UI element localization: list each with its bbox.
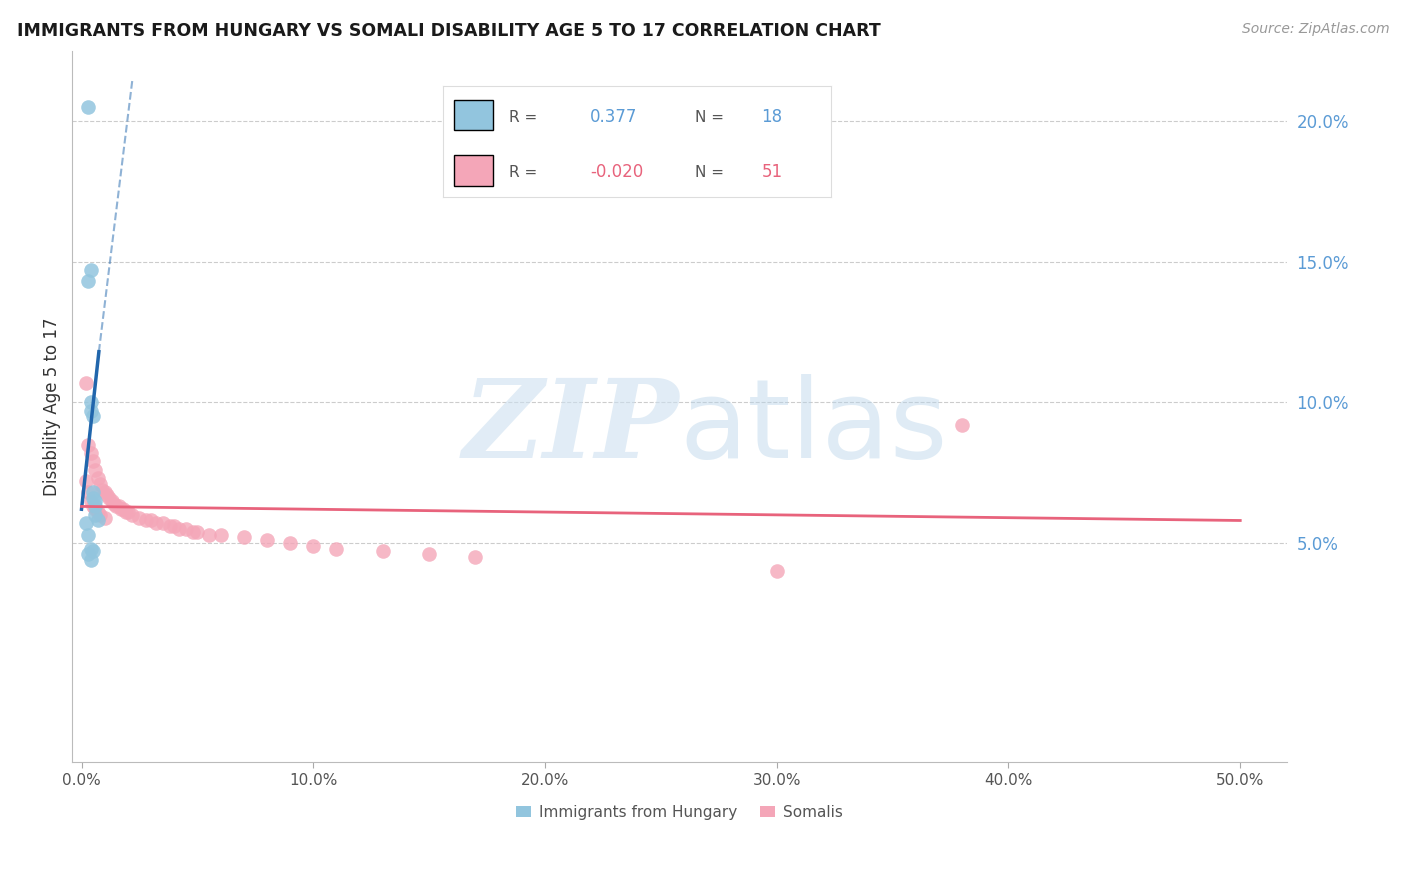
Legend: Immigrants from Hungary, Somalis: Immigrants from Hungary, Somalis — [510, 798, 849, 826]
Point — [84, 508, 107, 522]
Point — [77, 100, 100, 114]
Point — [75, 376, 97, 390]
Point — [80, 541, 103, 556]
Point — [84, 463, 107, 477]
Point — [418, 547, 440, 561]
Point — [256, 533, 278, 548]
Point — [82, 491, 104, 505]
Point — [82, 500, 104, 514]
Point — [186, 524, 208, 539]
Point — [87, 471, 110, 485]
Point — [232, 530, 254, 544]
Point — [82, 485, 104, 500]
Point — [82, 454, 104, 468]
Point — [950, 417, 973, 432]
Point — [80, 404, 103, 418]
Point — [110, 502, 132, 516]
Point — [77, 437, 100, 451]
Point — [278, 536, 301, 550]
Point — [80, 446, 103, 460]
Point — [135, 514, 157, 528]
Point — [159, 519, 181, 533]
Point — [198, 527, 221, 541]
Point — [167, 522, 190, 536]
Point — [128, 510, 150, 524]
Point — [80, 395, 103, 409]
Point — [117, 505, 139, 519]
Point — [114, 505, 136, 519]
Text: Source: ZipAtlas.com: Source: ZipAtlas.com — [1241, 22, 1389, 37]
Text: ZIP: ZIP — [463, 374, 679, 482]
Point — [80, 493, 103, 508]
Point — [174, 522, 197, 536]
Point — [77, 527, 100, 541]
Point — [107, 500, 129, 514]
Point — [112, 502, 135, 516]
Point — [209, 527, 232, 541]
Point — [93, 510, 115, 524]
Point — [765, 564, 787, 578]
Point — [163, 519, 186, 533]
Point — [75, 474, 97, 488]
Point — [145, 516, 167, 531]
Point — [75, 516, 97, 531]
Point — [77, 485, 100, 500]
Point — [152, 516, 174, 531]
Text: atlas: atlas — [679, 375, 948, 482]
Point — [80, 263, 103, 277]
Point — [464, 550, 486, 565]
Point — [87, 514, 110, 528]
Point — [82, 544, 104, 558]
Y-axis label: Disability Age 5 to 17: Disability Age 5 to 17 — [44, 318, 60, 496]
Text: IMMIGRANTS FROM HUNGARY VS SOMALI DISABILITY AGE 5 TO 17 CORRELATION CHART: IMMIGRANTS FROM HUNGARY VS SOMALI DISABI… — [17, 22, 880, 40]
Point — [91, 483, 114, 497]
Point — [84, 502, 107, 516]
Point — [302, 539, 325, 553]
Point — [82, 409, 104, 424]
Point — [80, 553, 103, 567]
Point — [105, 500, 128, 514]
Point — [96, 488, 118, 502]
Point — [89, 508, 111, 522]
Point — [77, 274, 100, 288]
Point — [93, 485, 115, 500]
Point — [87, 505, 110, 519]
Point — [103, 497, 125, 511]
Point — [181, 524, 204, 539]
Point — [84, 500, 107, 514]
Point — [84, 493, 107, 508]
Point — [89, 477, 111, 491]
Point — [371, 544, 394, 558]
Point — [325, 541, 347, 556]
Point — [98, 491, 121, 505]
Point — [139, 514, 162, 528]
Point — [100, 493, 122, 508]
Point — [77, 547, 100, 561]
Point — [121, 508, 143, 522]
